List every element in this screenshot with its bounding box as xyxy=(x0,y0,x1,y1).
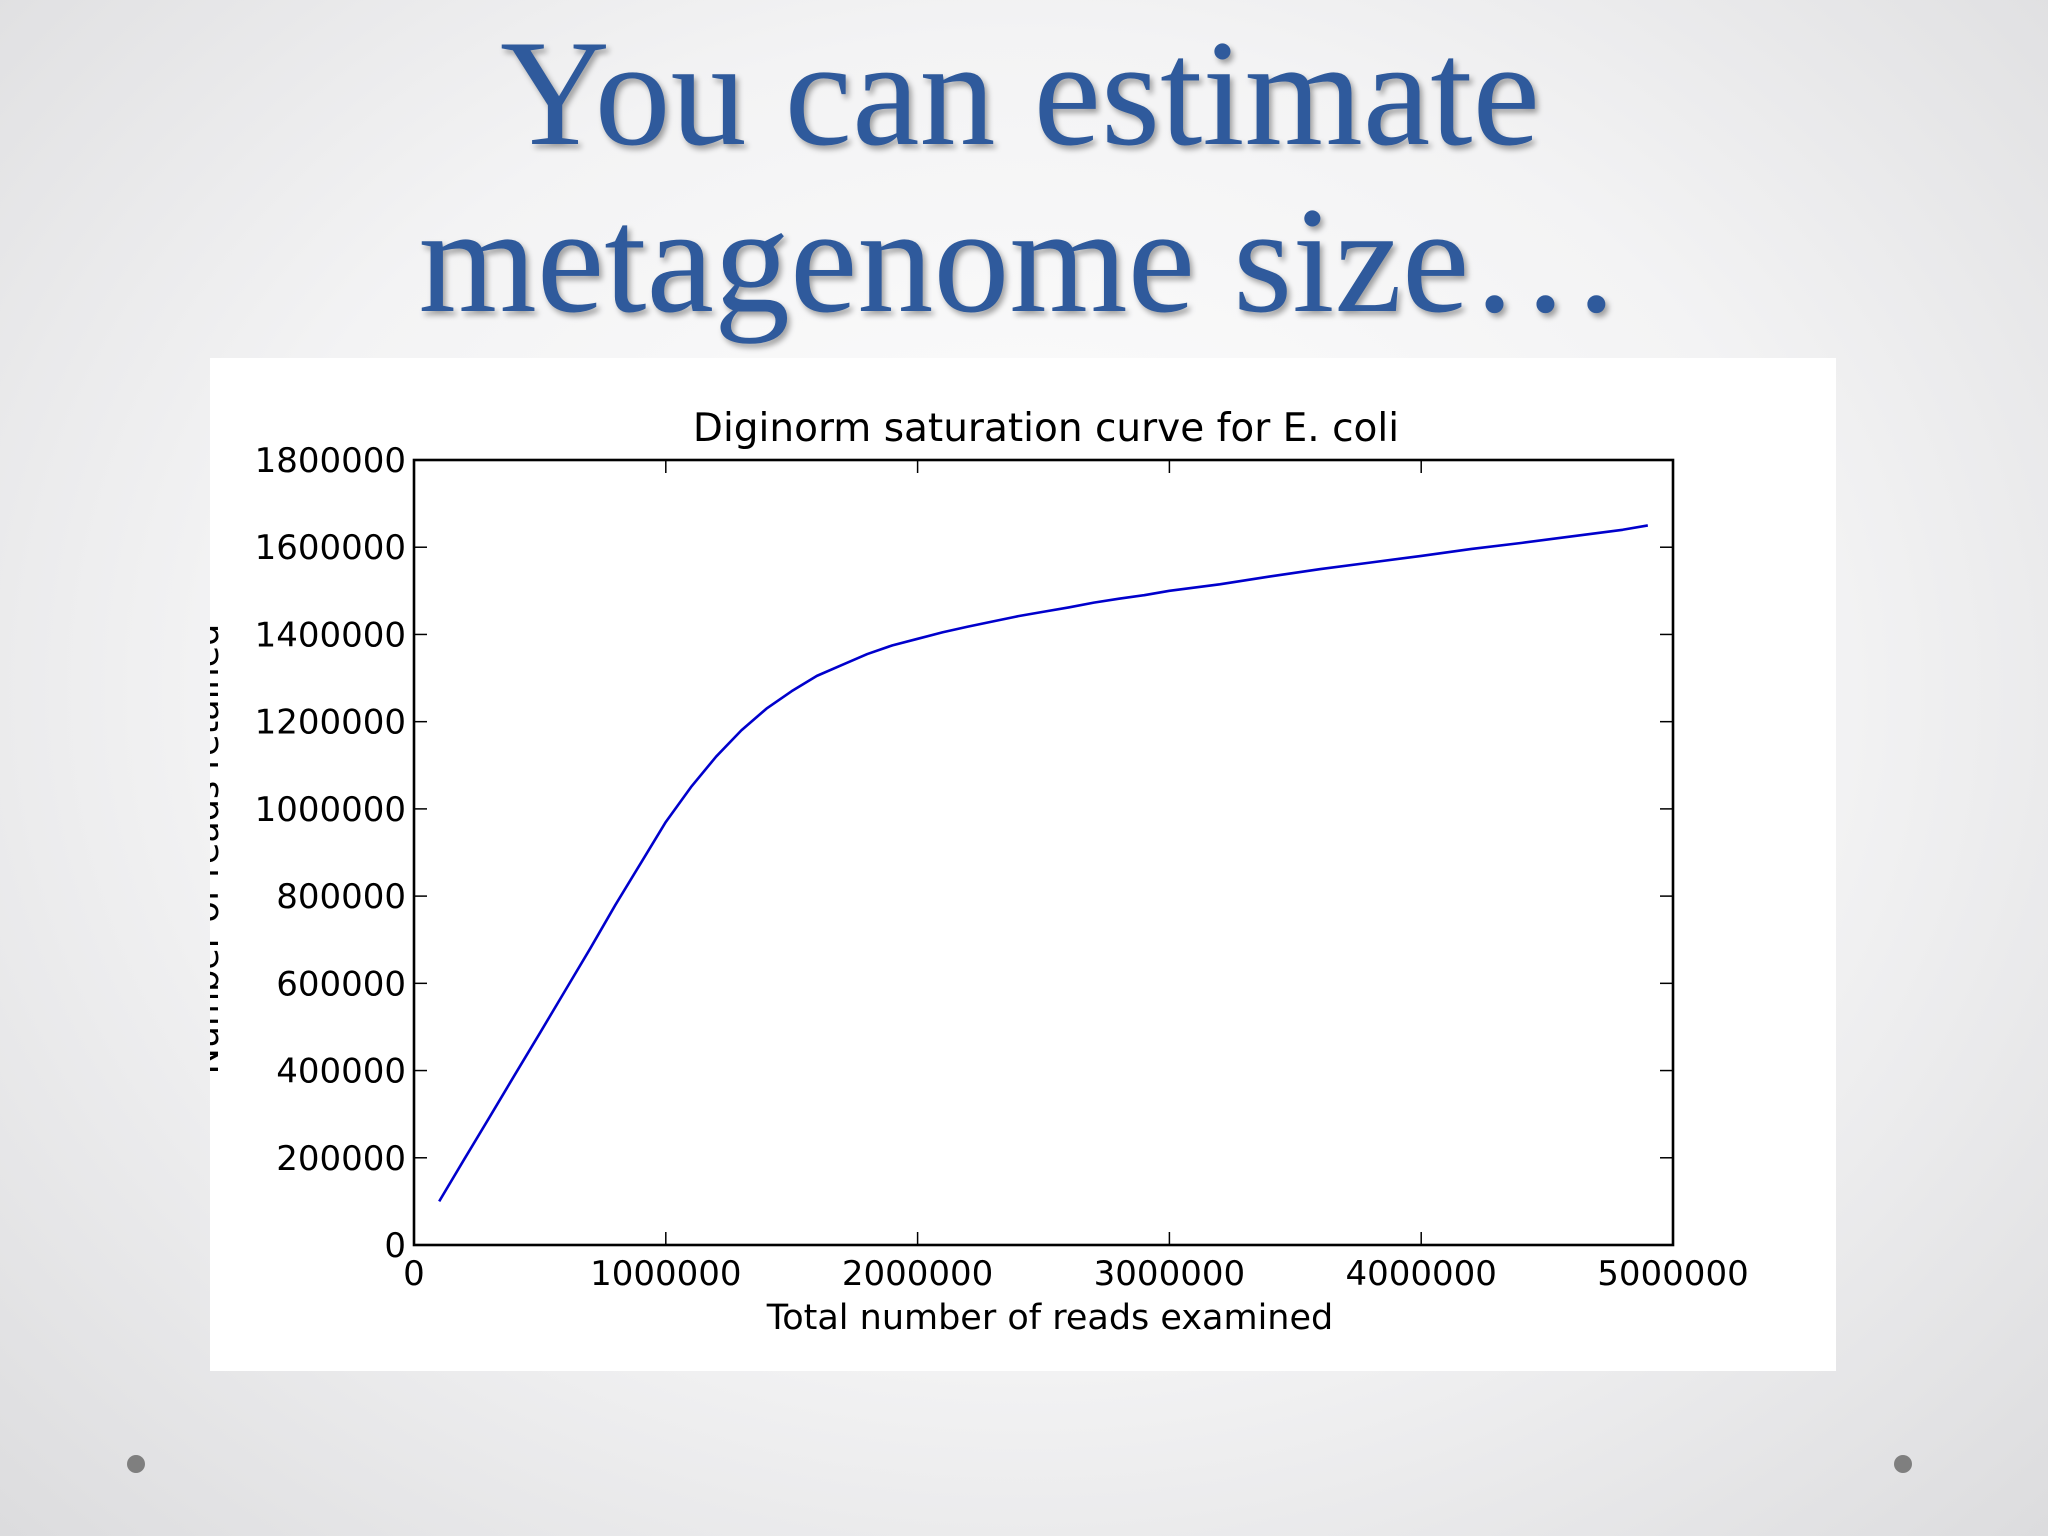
x-tick-label: 2000000 xyxy=(842,1254,993,1294)
x-tick-label: 5000000 xyxy=(1597,1254,1748,1294)
slide-title-line: You can estimate xyxy=(500,9,1540,177)
y-tick-label: 800000 xyxy=(276,877,406,917)
y-tick-label: 1000000 xyxy=(255,790,406,830)
x-tick-label: 4000000 xyxy=(1345,1254,1496,1294)
x-tick-label: 3000000 xyxy=(1094,1254,1245,1294)
y-axis-label: Number of reads retained xyxy=(187,624,227,1075)
y-tick-label: 600000 xyxy=(276,964,406,1004)
x-tick-label: 1000000 xyxy=(590,1254,741,1294)
bullet xyxy=(127,1455,145,1473)
chart-title: Diginorm saturation curve for E. coli xyxy=(693,406,1399,451)
slide-title-line: metagenome size… xyxy=(419,176,1622,344)
bullet xyxy=(1894,1455,1912,1473)
chart: Diginorm saturation curve for E. coli To… xyxy=(187,406,1749,1338)
x-tick-label: 0 xyxy=(403,1254,425,1294)
y-tick-label: 1400000 xyxy=(255,615,406,655)
data-line xyxy=(438,524,1649,1203)
y-tick-label: 0 xyxy=(384,1226,406,1266)
y-tick-label: 1600000 xyxy=(255,528,406,568)
y-tick-label: 200000 xyxy=(276,1139,406,1179)
y-tick-label: 1800000 xyxy=(255,441,406,481)
plot-frame xyxy=(412,458,1675,1247)
y-tick-label: 400000 xyxy=(276,1052,406,1092)
x-axis-label: Total number of reads examined xyxy=(766,1298,1333,1338)
y-tick-label: 1200000 xyxy=(255,703,406,743)
chart-panel xyxy=(210,358,1836,1371)
